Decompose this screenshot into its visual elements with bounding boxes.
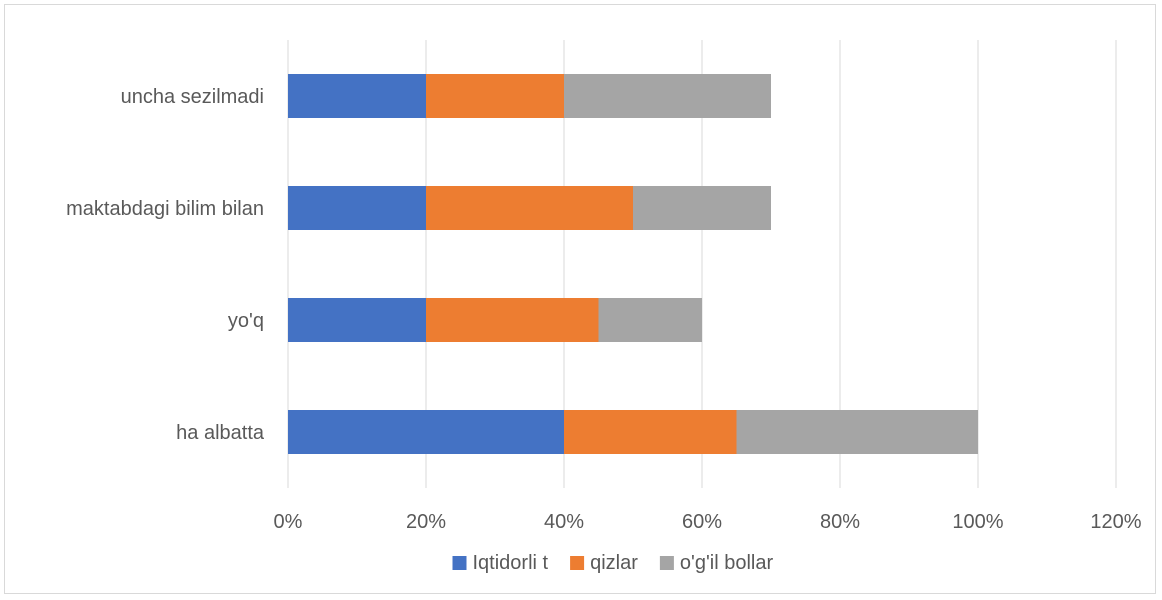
bar-segment — [564, 74, 771, 118]
legend-label: Iqtidorli t — [473, 552, 549, 574]
bar-segment — [288, 74, 426, 118]
legend-swatch — [570, 556, 585, 570]
x-tick-label: 120% — [1090, 511, 1141, 533]
legend: Iqtidorli t qizlar o'g'il bollar — [452, 552, 774, 574]
bars — [288, 74, 978, 454]
bar-segment — [564, 410, 737, 454]
x-tick-label: 80% — [820, 511, 860, 533]
legend-swatch — [452, 556, 467, 570]
x-tick-label: 40% — [544, 511, 584, 533]
x-tick-label: 100% — [952, 511, 1003, 533]
x-tick-label: 60% — [682, 511, 722, 533]
category-label: yo'q — [228, 310, 264, 332]
category-label: ha albatta — [176, 422, 265, 444]
bar-segment — [426, 186, 633, 230]
bar-segment — [736, 410, 978, 454]
x-tick-label: 0% — [274, 511, 303, 533]
category-label: uncha sezilmadi — [121, 86, 264, 108]
bar-segment — [288, 186, 426, 230]
bar-segment — [598, 298, 702, 342]
category-label: maktabdagi bilim bilan — [66, 198, 264, 220]
category-labels: uncha sezilmadi maktabdagi bilim bilan yo'… — [66, 86, 265, 444]
x-axis-tick-labels: 0% 20% 40% 60% 80% 100% 120% — [274, 511, 1142, 533]
bar-segment — [426, 74, 564, 118]
legend-label: qizlar — [590, 552, 638, 574]
bar-segment — [633, 186, 771, 230]
bar-segment — [288, 298, 426, 342]
bar-segment — [288, 410, 564, 454]
legend-label: o'g'il bollar — [680, 552, 774, 574]
bar-segment — [426, 298, 599, 342]
x-tick-label: 20% — [406, 511, 446, 533]
legend-swatch — [659, 556, 674, 570]
